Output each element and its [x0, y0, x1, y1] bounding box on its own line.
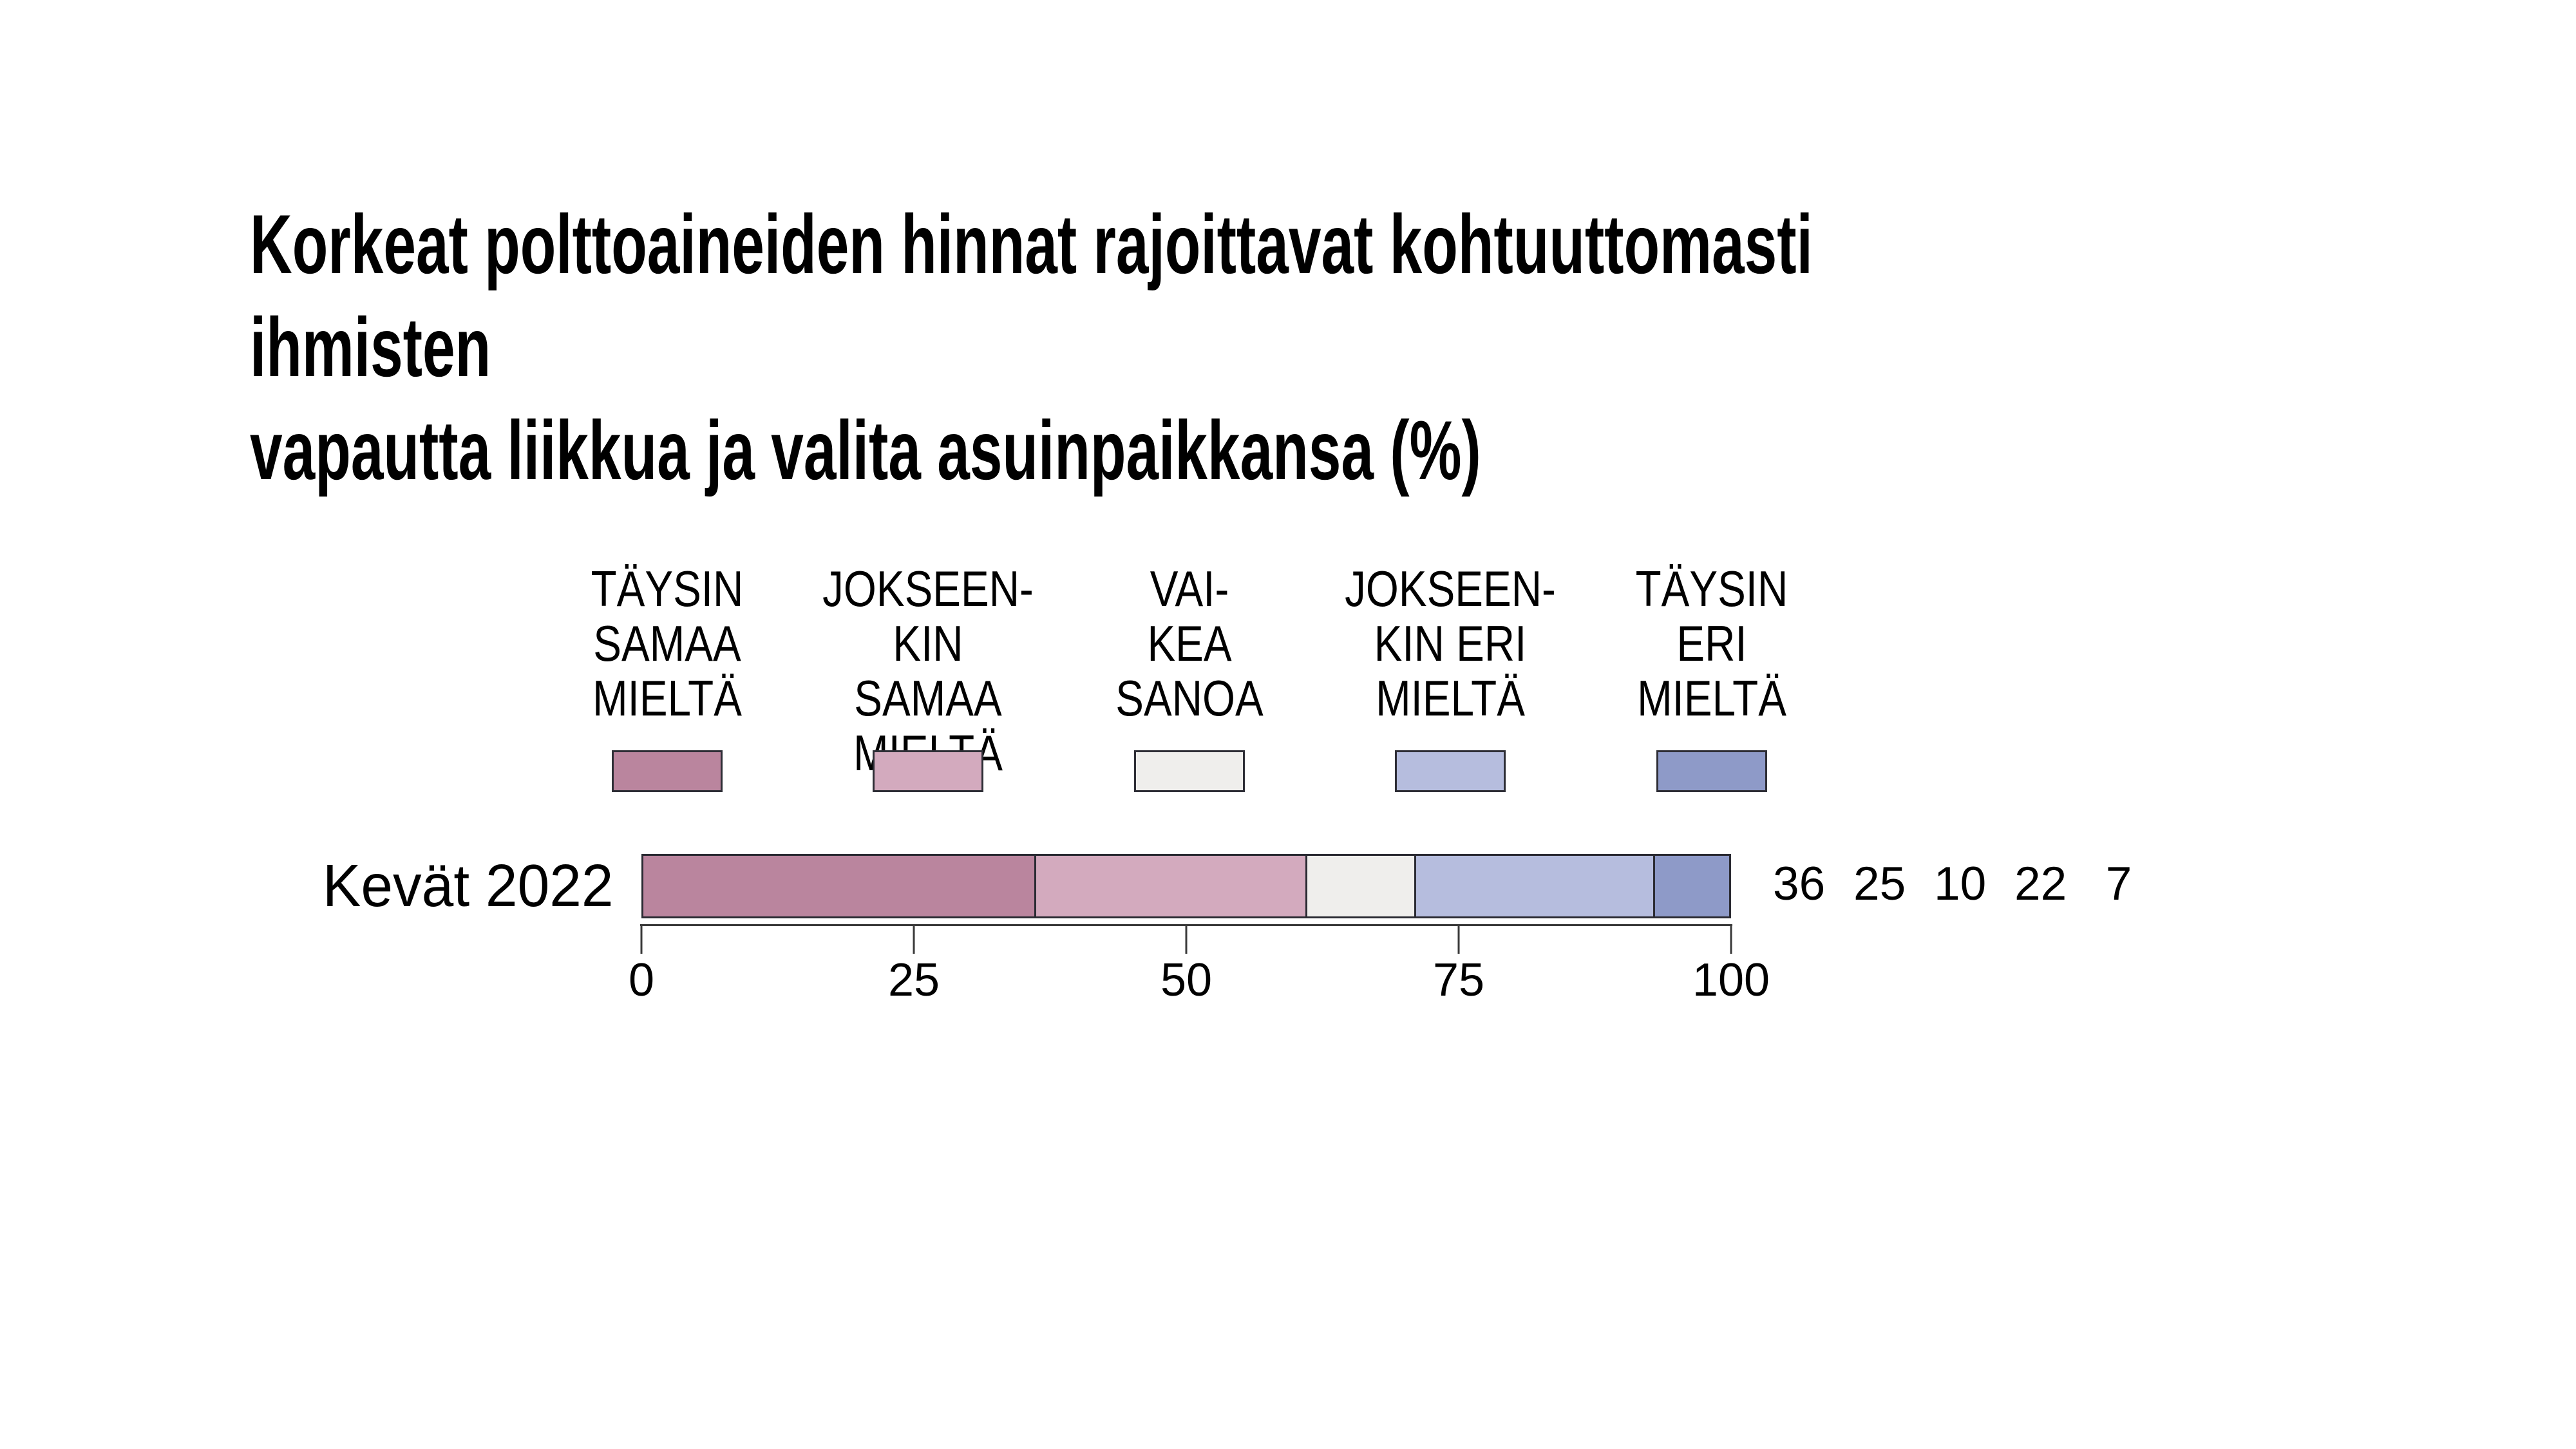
bar-row-label: Kevät 2022	[323, 852, 614, 919]
x-axis-tick-label: 75	[1432, 954, 1485, 1006]
bar-segment-taysin-eri	[1653, 856, 1729, 916]
bar-segment-jokseenkin-eri	[1414, 856, 1653, 916]
legend-label: TÄYSIN ERI MIELTÄ	[1635, 560, 1788, 726]
bar-segment-vaikea-sanoa	[1305, 856, 1415, 916]
x-axis-tick-label: 0	[628, 954, 655, 1006]
value-label: 7	[2105, 858, 2132, 910]
x-axis-tick	[1185, 924, 1188, 954]
legend-item-vaikea-sanoa: VAI- KEA SANOA	[1054, 562, 1325, 793]
legend-swatch	[612, 750, 723, 792]
legend-label: VAI- KEA SANOA	[1115, 560, 1264, 726]
value-label: 10	[1934, 858, 1987, 910]
values-row: 36 25 10 22 7	[1773, 858, 2143, 910]
value-label: 22	[2014, 858, 2067, 910]
legend-label: JOKSEEN- KIN SAMAA MIELTÄ	[822, 560, 1034, 781]
legend-swatch	[1395, 750, 1506, 792]
bar-segment-taysin-samaa	[643, 856, 1034, 916]
stacked-bar	[641, 854, 1731, 918]
x-axis-tick	[640, 924, 643, 954]
chart-title: Korkeat polttoaineiden hinnat rajoittava…	[250, 197, 1813, 497]
x-axis-tick	[913, 924, 915, 954]
legend-item-jokseenkin-eri: JOKSEEN- KIN ERI MIELTÄ	[1315, 562, 1586, 793]
x-axis-tick	[1457, 924, 1460, 954]
value-label: 25	[1853, 858, 1906, 910]
x-axis-tick-label: 25	[887, 954, 940, 1006]
legend-item-jokseenkin-samaa: JOKSEEN- KIN SAMAA MIELTÄ	[793, 562, 1063, 793]
x-axis	[640, 924, 1732, 956]
value-label: 36	[1773, 858, 1826, 910]
x-axis-tick-label: 50	[1160, 954, 1213, 1006]
legend-swatch	[1656, 750, 1767, 792]
x-axis-tick-label: 100	[1692, 954, 1770, 1006]
legend-label: JOKSEEN- KIN ERI MIELTÄ	[1345, 560, 1556, 726]
legend-item-taysin-eri: TÄYSIN ERI MIELTÄ	[1577, 562, 1847, 793]
bar-segment-jokseenkin-samaa	[1034, 856, 1306, 916]
x-axis-tick-labels: 0 25 50 75 100	[629, 954, 1770, 1006]
legend-item-taysin-samaa: TÄYSIN SAMAA MIELTÄ	[532, 562, 802, 793]
x-axis-tick	[1730, 924, 1732, 954]
legend-label: TÄYSIN SAMAA MIELTÄ	[591, 560, 744, 726]
legend-swatch	[1134, 750, 1245, 792]
legend-swatch	[873, 750, 983, 792]
